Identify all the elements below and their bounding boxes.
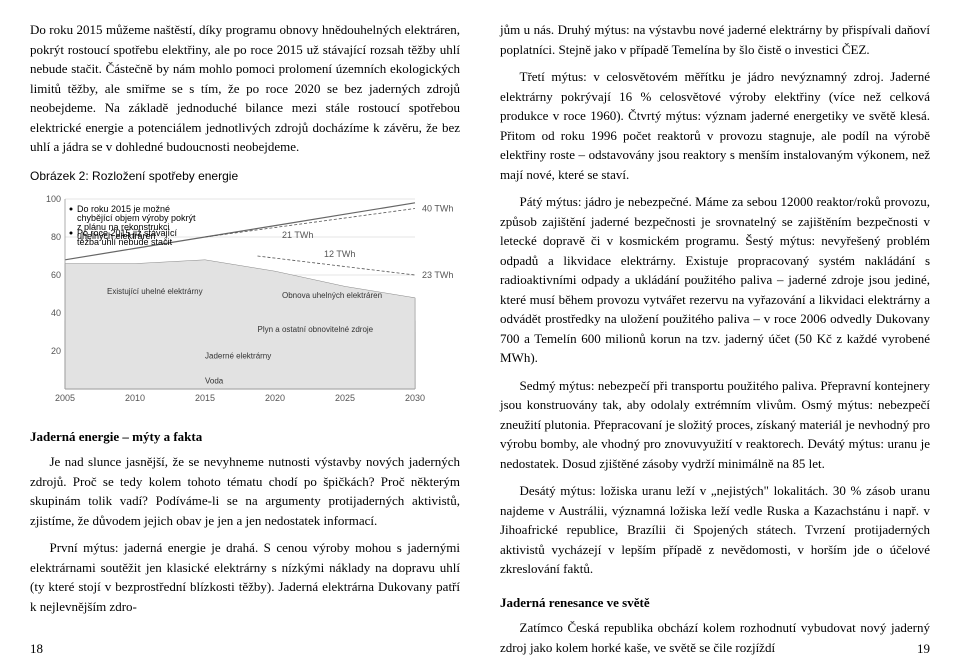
svg-text:Obnova uhelných elektráren: Obnova uhelných elektráren (282, 290, 382, 299)
svg-text:těžba uhlí nebude stačit: těžba uhlí nebude stačit (77, 237, 173, 247)
right-p5: Desátý mýtus: ložiska uranu leží v „neji… (500, 481, 930, 579)
svg-text:Existující uhelné elektrárny: Existující uhelné elektrárny (107, 287, 203, 296)
page-number-right: 19 (917, 639, 930, 659)
svg-text:2010: 2010 (125, 393, 145, 403)
left-p2: Je nad slunce jasnější, že se nevyhneme … (30, 452, 460, 530)
right-page: jům u nás. Druhý mýtus: na výstavbu nové… (480, 0, 960, 668)
svg-text:2025: 2025 (335, 393, 355, 403)
svg-text:80: 80 (51, 232, 61, 242)
svg-text:Jaderné elektrárny: Jaderné elektrárny (205, 351, 271, 360)
svg-text:2030: 2030 (405, 393, 425, 403)
figure-caption: Obrázek 2: Rozložení spotřeby energie (30, 167, 460, 185)
svg-text:Voda: Voda (205, 376, 224, 385)
right-section-title: Jaderná renesance ve světě (500, 593, 930, 613)
left-p1: Do roku 2015 můžeme naštěstí, díky progr… (30, 20, 460, 157)
svg-text:21 TWh: 21 TWh (282, 230, 313, 240)
svg-text:40: 40 (51, 308, 61, 318)
left-p3: První mýtus: jaderná energie je drahá. S… (30, 538, 460, 616)
svg-text:Plyn a ostatní obnovitelné zdr: Plyn a ostatní obnovitelné zdroje (258, 325, 374, 334)
right-p3: Pátý mýtus: jádro je nebezpečné. Máme za… (500, 192, 930, 368)
svg-text:2015: 2015 (195, 393, 215, 403)
page-number-left: 18 (30, 639, 43, 659)
svg-text:100: 100 (46, 194, 61, 204)
svg-text:2005: 2005 (55, 393, 75, 403)
energy-chart: 20 40 60 80 100 40 TWh 21 TWh 12 TWh 23 TWh Exist… (30, 189, 460, 409)
svg-text:2020: 2020 (265, 393, 285, 403)
right-p1: jům u nás. Druhý mýtus: na výstavbu nové… (500, 20, 930, 59)
left-section-title: Jaderná energie – mýty a fakta (30, 427, 460, 447)
svg-text:40 TWh: 40 TWh (422, 203, 453, 213)
left-page: Do roku 2015 můžeme naštěstí, díky progr… (0, 0, 480, 668)
svg-text:20: 20 (51, 346, 61, 356)
svg-text:23 TWh: 23 TWh (422, 270, 453, 280)
svg-text:60: 60 (51, 270, 61, 280)
svg-text:12 TWh: 12 TWh (324, 249, 355, 259)
right-p6: Zatímco Česká republika obchází kolem ro… (500, 618, 930, 657)
right-p4: Sedmý mýtus: nebezpečí při transportu po… (500, 376, 930, 474)
right-p2: Třetí mýtus: v celosvětovém měřítku je j… (500, 67, 930, 184)
